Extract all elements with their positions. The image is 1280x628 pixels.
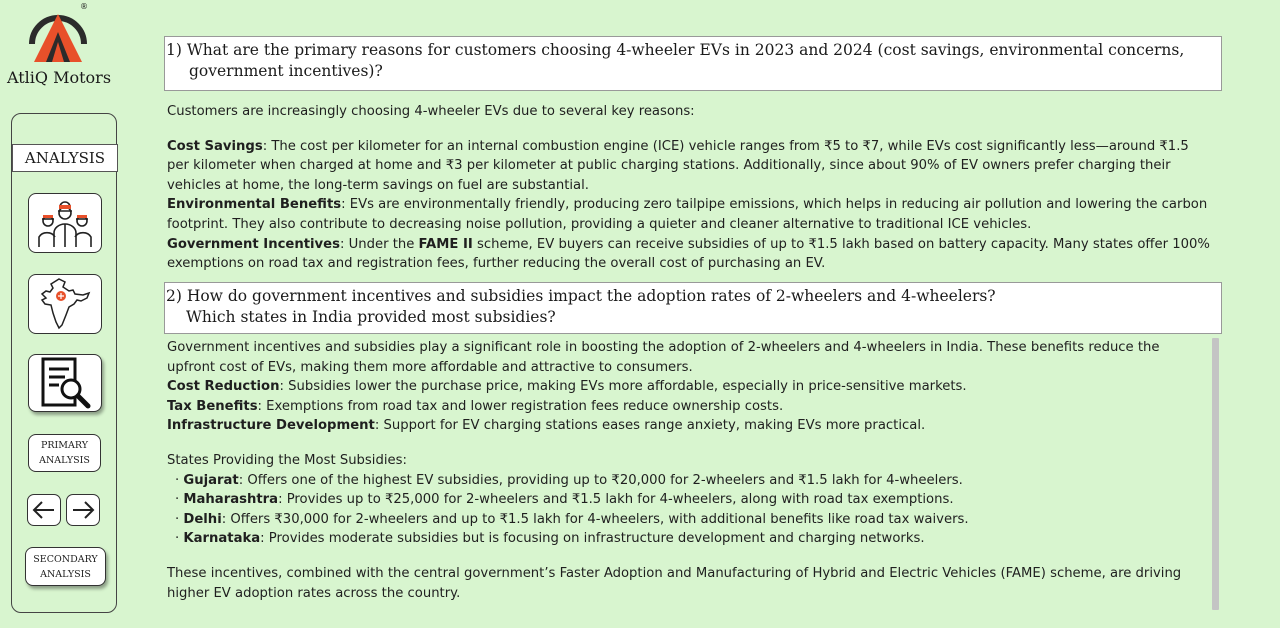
state-text: : Provides up to ₹25,000 for 2-wheelers … [278,492,954,508]
next-page-button[interactable] [66,494,100,526]
states-heading: States Providing the Most Subsidies: [167,452,407,468]
answer-2: Government incentives and subsidies play… [167,338,1207,603]
report-search-button[interactable] [28,354,102,412]
answer-2-conclusion: These incentives, combined with the cent… [167,565,1182,601]
state-text: : Provides moderate subsidies but is foc… [260,531,925,547]
tax-benefits-label: Tax Benefits [167,398,258,414]
secondary-analysis-button[interactable]: SECONDARY ANALYSIS [25,547,106,586]
infrastructure-text: : Support for EV charging stations eases… [374,418,926,434]
primary-analysis-line2: ANALYSIS [39,455,90,466]
secondary-analysis-line2: ANALYSIS [40,568,91,580]
list-item: · Delhi: Offers ₹30,000 for 2-wheelers a… [175,511,969,527]
list-item: · Karnataka: Provides moderate subsidies… [175,531,925,547]
state-name: Gujarat [183,472,239,488]
state-name: Maharashtra [183,492,279,508]
india-map-button[interactable] [28,274,102,334]
india-map-icon [40,278,91,330]
report-search-icon [41,357,91,409]
cost-savings-label: Cost Savings [167,138,263,154]
list-item: · Maharashtra: Provides up to ₹25,000 fo… [175,492,954,508]
arrow-right-icon [73,501,95,519]
cost-reduction-label: Cost Reduction [167,379,280,395]
previous-page-button[interactable] [27,494,61,526]
cost-savings-text: : The cost per kilometer for an internal… [167,138,1189,193]
list-item: · Gujarat: Offers one of the highest EV … [175,472,963,488]
team-button[interactable] [28,193,102,253]
state-text: : Offers ₹30,000 for 2-wheelers and up t… [221,511,969,527]
registered-mark: ® [80,2,88,11]
tax-benefits-text: : Exemptions from road tax and lower reg… [257,398,784,414]
secondary-analysis-line1: SECONDARY [33,553,98,565]
state-text: : Offers one of the highest EV subsidies… [238,472,963,488]
answer-2-intro: Government incentives and subsidies play… [167,340,1160,375]
primary-analysis-line1: PRIMARY [40,440,89,451]
question-1-box: 1) What are the primary reasons for cust… [164,36,1222,91]
government-incentives-text-2: scheme, EV buyers can receive subsidies … [167,236,1210,272]
brand-name: AtliQ Motors [6,68,112,87]
tax-benefits-paragraph: Tax Benefits: Exemptions from road tax a… [167,397,1207,417]
answer-1-intro: Customers are increasingly choosing 4-wh… [167,104,695,119]
state-name: Karnataka [183,531,261,547]
question-1-line2: government incentives)? [189,62,383,80]
government-incentives-text-1: : Under the [339,236,419,252]
environmental-benefits-label: Environmental Benefits [167,197,342,213]
primary-analysis-button[interactable]: PRIMARY ANALYSIS [28,434,101,472]
state-name: Delhi [183,511,222,527]
cost-reduction-text: : Subsidies lower the purchase price, ma… [279,379,967,395]
question-2-line1: 2) How do government incentives and subs… [166,287,996,305]
environmental-benefits-text: : EVs are environmentally friendly, prod… [167,197,1208,232]
infrastructure-paragraph: Infrastructure Development: Support for … [167,416,1207,436]
team-icon [38,201,92,247]
cost-reduction-paragraph: Cost Reduction: Subsidies lower the purc… [167,377,1207,397]
cost-savings-paragraph: Cost Savings: The cost per kilometer for… [167,137,1212,196]
question-2-box: 2) How do government incentives and subs… [164,282,1222,334]
government-incentives-label: Government Incentives [167,236,340,252]
atliq-logo: ® [22,2,94,66]
vertical-scrollbar[interactable] [1212,338,1219,610]
analysis-section-label: ANALYSIS [12,144,118,172]
government-incentives-paragraph: Government Incentives: Under the FAME II… [167,235,1212,274]
question-1-line1: 1) What are the primary reasons for cust… [166,41,1185,59]
fame-ii-label: FAME II [418,236,473,252]
arrow-left-icon [32,501,54,519]
answer-1: Customers are increasingly choosing 4-wh… [167,102,1212,274]
question-2-line2: Which states in India provided most subs… [186,308,556,326]
infrastructure-label: Infrastructure Development [167,418,375,434]
environmental-benefits-paragraph: Environmental Benefits: EVs are environm… [167,195,1212,234]
logo-mark-icon [29,14,87,62]
